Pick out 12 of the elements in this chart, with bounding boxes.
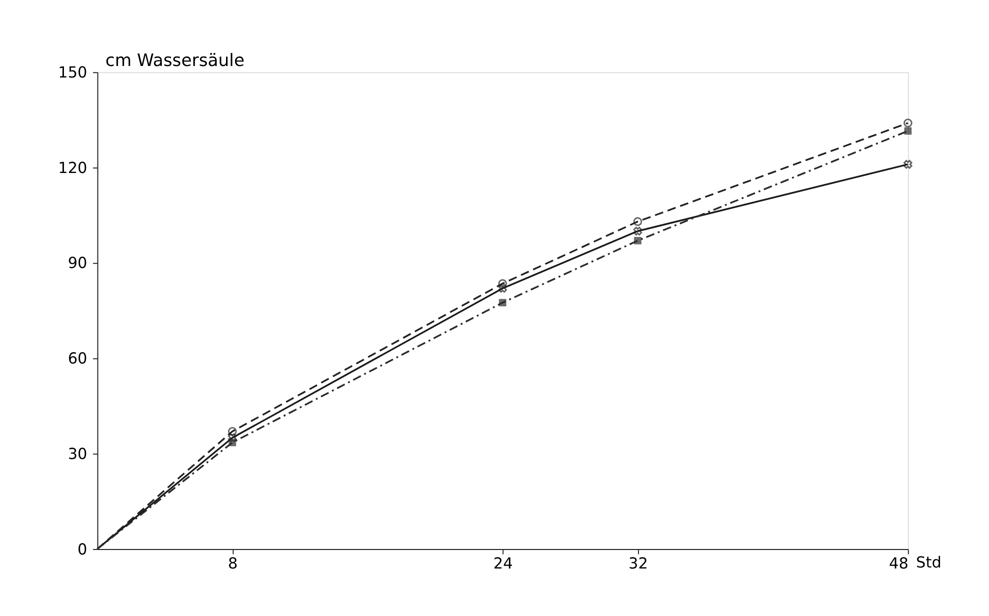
y-tick-label: 0 bbox=[78, 540, 88, 558]
x-tick-label: 24 bbox=[493, 554, 513, 573]
y-tick-label: 60 bbox=[68, 350, 88, 368]
y-tick-label: 90 bbox=[68, 254, 88, 272]
y-tick-label: 150 bbox=[58, 63, 88, 82]
x-axis-title: Std bbox=[916, 554, 942, 572]
y-tick-label: 30 bbox=[68, 444, 88, 463]
x-tick-label: 32 bbox=[628, 554, 648, 573]
y-tick-label: 120 bbox=[58, 158, 88, 177]
x-tick-label: 8 bbox=[228, 554, 238, 573]
y-axis-title: cm Wassersäule bbox=[105, 50, 245, 71]
x-tick-label: 48 bbox=[889, 554, 908, 573]
